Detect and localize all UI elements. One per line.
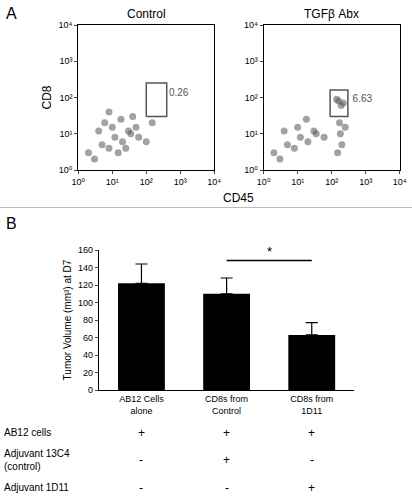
svg-text:-: - [139,453,143,467]
svg-text:10⁰: 10⁰ [257,177,271,187]
svg-text:6.63: 6.63 [353,93,373,104]
svg-text:40: 40 [83,350,93,360]
svg-text:10²: 10² [245,93,258,103]
svg-text:10⁴: 10⁴ [207,177,221,187]
svg-text:10³: 10³ [59,56,72,66]
svg-text:Adjuvant 13C4(control): Adjuvant 13C4(control) [4,448,70,472]
svg-text:Tumor Volume (mm³) at D7: Tumor Volume (mm³) at D7 [62,259,73,380]
svg-text:CD45: CD45 [223,191,254,205]
svg-text:+: + [138,426,145,440]
svg-text:10⁴: 10⁴ [59,20,73,30]
svg-text:*: * [267,244,272,259]
svg-text:-: - [139,481,143,495]
svg-text:+: + [308,426,315,440]
svg-text:A: A [6,5,17,22]
svg-text:10¹: 10¹ [245,129,258,139]
svg-text:10²: 10² [140,177,153,187]
svg-text:10¹: 10¹ [59,129,72,139]
svg-text:-: - [225,481,229,495]
svg-text:100: 100 [78,298,93,308]
svg-text:+: + [223,426,230,440]
svg-text:-: - [310,453,314,467]
svg-text:CD8s fromControl: CD8s fromControl [205,394,248,416]
svg-text:AB12 cells: AB12 cells [4,427,51,438]
svg-text:TGFβ Abx: TGFβ Abx [304,7,359,21]
svg-text:10²: 10² [59,93,72,103]
svg-text:10⁰: 10⁰ [244,165,258,175]
svg-text:10³: 10³ [174,177,187,187]
svg-text:140: 140 [78,263,93,273]
svg-text:10³: 10³ [245,56,258,66]
svg-text:0.26: 0.26 [169,87,189,98]
svg-text:10⁴: 10⁴ [393,177,407,187]
svg-text:CD8s from1D11: CD8s from1D11 [290,394,333,416]
svg-text:10⁰: 10⁰ [59,165,73,175]
svg-text:120: 120 [78,280,93,290]
svg-text:+: + [308,481,315,495]
svg-text:+: + [223,453,230,467]
svg-text:10³: 10³ [359,177,372,187]
svg-text:20: 20 [83,368,93,378]
svg-text:10⁰: 10⁰ [71,177,85,187]
svg-text:Control: Control [127,7,166,21]
svg-text:10¹: 10¹ [106,177,119,187]
svg-text:Adjuvant 1D11: Adjuvant 1D11 [4,482,69,493]
svg-text:60: 60 [83,333,93,343]
svg-text:160: 160 [78,245,93,255]
svg-text:80: 80 [83,315,93,325]
svg-text:10²: 10² [325,177,338,187]
svg-text:10¹: 10¹ [291,177,304,187]
svg-text:CD8: CD8 [40,85,54,109]
svg-text:B: B [6,215,17,232]
svg-text:AB12 Cellsalone: AB12 Cellsalone [119,394,164,416]
svg-text:10⁴: 10⁴ [244,20,258,30]
svg-text:0: 0 [88,385,93,395]
